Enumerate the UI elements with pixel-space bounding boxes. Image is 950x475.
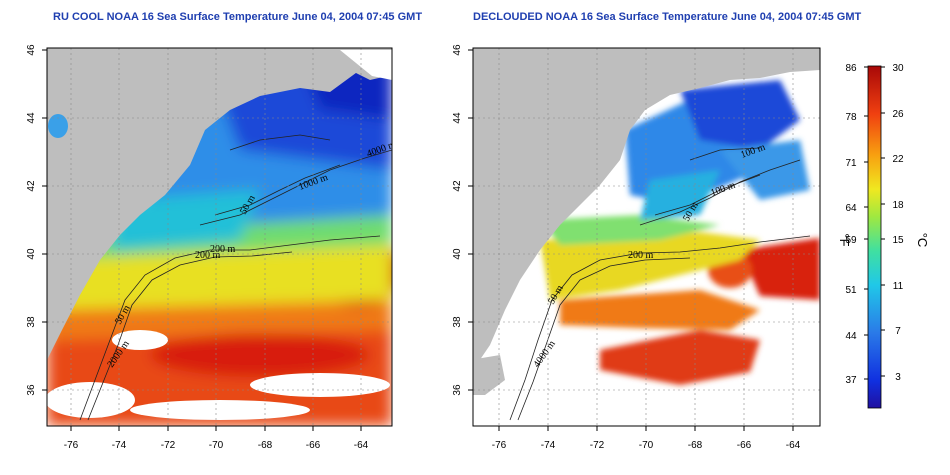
x-tick-label: -74 [112,440,127,451]
celsius-tick: 30 [892,63,904,74]
left-map-title: RU COOL NOAA 16 Sea Surface Temperature … [53,11,423,23]
right-y-axis: 46 44 42 40 38 36 [452,44,473,396]
x-tick-label: -64 [786,440,801,451]
celsius-tick: 26 [892,109,904,120]
right-map-title: DECLOUDED NOAA 16 Sea Surface Temperatur… [473,11,862,23]
fahrenheit-tick: 59 [845,235,857,246]
x-tick-label: -70 [209,440,224,451]
right-contour-label: 200 m [628,250,654,261]
y-tick-label: 38 [26,316,37,328]
fahrenheit-tick: 71 [845,158,857,169]
y-tick-label: 46 [26,44,37,56]
left-contour-label: 200 m [195,250,221,261]
y-tick-label: 38 [452,316,463,328]
celsius-unit-label: °C [915,233,930,248]
x-tick-label: -64 [354,440,369,451]
celsius-tick: 15 [892,235,904,246]
x-tick-label: -70 [639,440,654,451]
celsius-tick: 7 [895,326,901,337]
x-tick-label: -72 [590,440,605,451]
right-x-axis: -76 -74 -72 -70 -68 -66 -64 [492,426,801,451]
left-y-axis: 46 44 42 40 38 36 [26,44,47,396]
y-tick-label: 42 [26,180,37,192]
celsius-tick: 11 [893,281,904,292]
fahrenheit-tick: 51 [845,285,857,296]
fahrenheit-tick: 44 [845,331,857,342]
y-tick-label: 46 [452,44,463,56]
fahrenheit-tick: 78 [845,112,857,123]
x-tick-label: -76 [64,440,79,451]
fahrenheit-tick: 37 [845,375,857,386]
x-tick-label: -74 [541,440,556,451]
x-tick-label: -66 [306,440,321,451]
y-tick-label: 42 [452,180,463,192]
x-tick-label: -68 [688,440,703,451]
y-tick-label: 40 [452,248,463,260]
x-tick-label: -72 [161,440,176,451]
y-tick-label: 36 [452,384,463,396]
y-tick-label: 44 [26,112,37,124]
x-tick-label: -66 [737,440,752,451]
x-tick-label: -76 [492,440,507,451]
left-contour-label: 200 m [210,244,236,255]
temperature-colorbar: 86 78 71 64 59 51 44 37 30 26 22 18 15 1… [837,63,930,409]
celsius-tick: 3 [895,372,901,383]
x-tick-label: -68 [258,440,273,451]
y-tick-label: 44 [452,112,463,124]
celsius-tick: 22 [892,154,904,165]
left-sst-map: 50 m 200 m 1000 m 4000 m 200 m 50 m 2000… [47,48,392,426]
left-x-axis: -76 -74 -72 -70 -68 -66 -64 [64,426,369,451]
y-tick-label: 40 [26,248,37,260]
y-tick-label: 36 [26,384,37,396]
fahrenheit-unit-label: °F [837,233,852,246]
right-sst-map: 100 m 100 m 50 m 200 m 50 m 4000 m [473,48,820,426]
fahrenheit-tick: 64 [845,203,857,214]
celsius-tick: 18 [892,200,904,211]
fahrenheit-tick: 86 [845,63,857,74]
